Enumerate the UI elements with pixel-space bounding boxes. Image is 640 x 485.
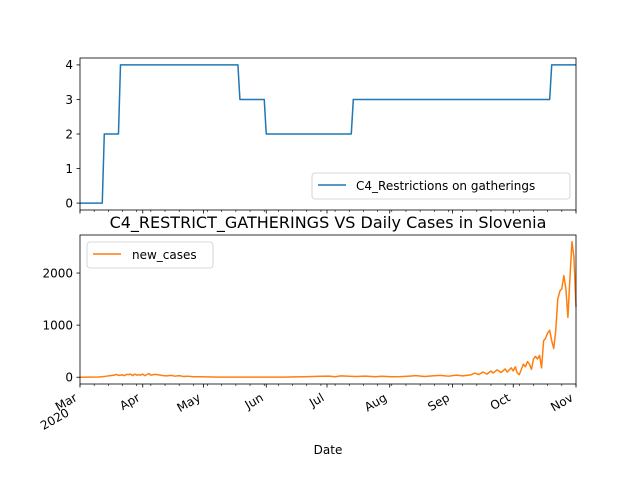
top-y-ticks: 0 1 2 3 4 [65, 58, 80, 210]
x-tick-label: Jul [306, 390, 326, 410]
chart-title: C4_RESTRICT_GATHERINGS VS Daily Cases in… [110, 213, 547, 233]
bottom-legend: new_cases [86, 241, 214, 269]
top-x-ticks [79, 210, 577, 214]
x-axis-label: Date [314, 443, 343, 457]
y-tick-label: 0 [65, 371, 73, 385]
top-panel: 0 1 2 3 4 C4_Restrictions on gatherings [65, 57, 577, 214]
y-tick-label: 4 [65, 58, 73, 72]
y-tick-label: 1 [65, 162, 73, 176]
series-line-0-0 [80, 64, 576, 204]
top-legend: C4_Restrictions on gatherings [311, 172, 571, 200]
top-legend-box [311, 172, 571, 200]
series-line-1-0 [79, 241, 577, 378]
y-tick-label: 3 [65, 93, 73, 107]
bottom-y-ticks: 0 1000 2000 [42, 266, 80, 385]
bottom-axes-frame [79, 234, 577, 385]
y-tick-label: 2 [65, 127, 73, 141]
bottom-legend-label: new_cases [132, 248, 197, 262]
y-tick-label: 0 [65, 196, 73, 210]
y-tick-label: 2000 [42, 266, 73, 280]
bottom-series-layer [79, 241, 577, 378]
top-legend-label: C4_Restrictions on gatherings [356, 179, 535, 193]
top-series-layer [80, 64, 576, 204]
y-tick-label: 1000 [42, 318, 73, 332]
bottom-legend-box [86, 241, 214, 269]
